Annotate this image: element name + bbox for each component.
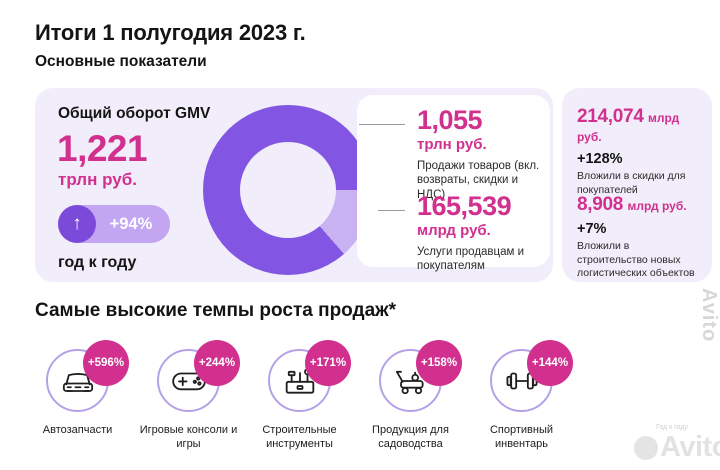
discounts-unit: млрд руб. (577, 111, 680, 144)
breakdown-panel: 1,055 трлн руб. Продажи товаров (вкл. во… (357, 95, 550, 272)
gmv-value: 1,221 (57, 128, 148, 169)
item-label: Автозапчасти (42, 424, 113, 436)
growth-items-row: +596% Автозапчасти +244% Игровые консоли… (22, 340, 577, 452)
growth-badge: +596% (83, 340, 129, 386)
gmv-donut-chart (203, 105, 373, 275)
yoy-note: год к году (58, 254, 137, 271)
growth-badge: +171% (305, 340, 351, 386)
growth-item-gardening: +158% Продукция для садоводства (355, 340, 466, 452)
growth-item-sports-equipment: +144% Спортивный инвентарь (466, 340, 577, 452)
avito-watermark-bottom: Год к году Avito (634, 424, 720, 464)
yoy-growth-value: +94% (109, 214, 153, 233)
growth-badge: +158% (416, 340, 462, 386)
item-circle: +171% (268, 340, 351, 412)
callout-line-services (378, 210, 405, 211)
item-label: Игровые консоли и игры (139, 424, 238, 451)
gmv-unit: трлн руб. (58, 170, 137, 189)
logistics-desc: Вложили в строительство новых логистичес… (577, 240, 695, 280)
growth-item-autoparts: +596% Автозапчасти (22, 340, 133, 452)
page-subtitle: Основные показатели (35, 53, 207, 70)
growth-section-title: Самые высокие темпы роста продаж* (35, 300, 397, 321)
item-circle: +158% (379, 340, 462, 412)
avito-logo-row: Avito (634, 431, 720, 464)
goods-value: 1,055 (417, 105, 483, 135)
callout-line-goods (359, 124, 405, 125)
discounts-desc: Вложили в скидки для покупателей (577, 170, 686, 196)
avito-watermark-vertical: Avito (698, 288, 720, 343)
watermark-caption: Год к году (656, 424, 688, 431)
stat-goods: 1,055 трлн руб. Продажи товаров (вкл. во… (417, 107, 547, 202)
avito-wordmark: Avito (660, 431, 720, 463)
investments-card: 214,074 млрд руб. +128% Вложили в скидки… (562, 88, 712, 282)
toolbox-icon (285, 367, 314, 394)
growth-item-game-consoles: +244% Игровые консоли и игры (133, 340, 244, 452)
item-label: Строительные инструменты (262, 424, 337, 451)
discounts-growth: +128% (577, 151, 623, 167)
growth-badge: +144% (527, 340, 573, 386)
yoy-growth-badge: ↑ +94% (58, 205, 170, 243)
services-unit: млрд руб. (417, 222, 491, 239)
item-label: Спортивный инвентарь (489, 424, 554, 451)
services-desc: Услуги продавцам и покупателям (417, 246, 525, 273)
gmv-card: Общий оборот GMV 1,221 трлн руб. ↑ +94% … (35, 88, 553, 282)
lawnmower-icon (395, 370, 424, 394)
stat-logistics: 8,908 млрд руб. +7% Вложили в строительс… (577, 194, 701, 281)
logistics-growth: +7% (577, 221, 607, 237)
logistics-value-row: 8,908 млрд руб. (577, 194, 701, 216)
services-value: 165,539 (417, 191, 512, 221)
goods-unit: трлн руб. (417, 136, 487, 153)
stat-services: 165,539 млрд руб. Услуги продавцам и пок… (417, 193, 547, 274)
avito-logo-icon (634, 435, 658, 460)
logistics-value: 8,908 (577, 194, 624, 215)
gmv-label: Общий оборот GMV (58, 105, 211, 122)
item-circle: +596% (46, 340, 129, 412)
discounts-value-row: 214,074 млрд руб. (577, 106, 701, 146)
item-circle: +244% (157, 340, 240, 412)
stat-discounts: 214,074 млрд руб. +128% Вложили в скидки… (577, 106, 701, 197)
item-label: Продукция для садоводства (372, 424, 449, 451)
arrow-up-icon: ↑ (58, 205, 96, 243)
donut-hole (240, 142, 336, 238)
page-title: Итоги 1 полугодия 2023 г. (35, 20, 306, 45)
growth-item-construction-tools: +171% Строительные инструменты (244, 340, 355, 452)
goods-desc: Продажи товаров (вкл. возвраты, скидки и… (417, 160, 540, 201)
growth-badge: +244% (194, 340, 240, 386)
item-circle: +144% (490, 340, 573, 412)
logistics-unit: млрд руб. (627, 199, 687, 213)
discounts-value: 214,074 (577, 106, 644, 127)
